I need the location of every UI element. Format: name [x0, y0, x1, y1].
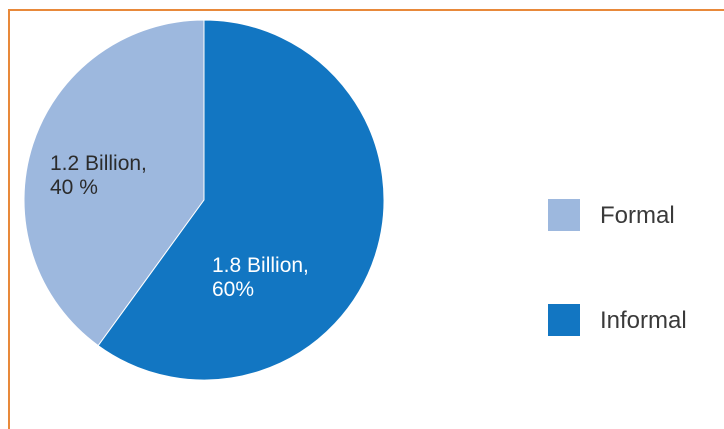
- pie-slices: [23, 19, 385, 381]
- pie-chart: 1.2 Billion, 40 % 1.8 Billion, 60% Formal In…: [23, 19, 687, 381]
- pie-slice-formal: [23, 19, 205, 347]
- legend-swatch-formal: [548, 199, 580, 231]
- legend-swatch-informal: [548, 304, 580, 336]
- slice-label-informal: 1.8 Billion, 60%: [212, 254, 309, 301]
- legend-label-formal: Formal: [600, 202, 675, 229]
- legend: Formal Informal: [548, 199, 687, 336]
- slice-label-formal: 1.2 Billion, 40 %: [50, 152, 147, 199]
- slice-labels: 1.2 Billion, 40 % 1.8 Billion, 60%: [50, 152, 309, 301]
- pie-slice-informal: [97, 19, 385, 381]
- legend-label-informal: Informal: [600, 307, 687, 334]
